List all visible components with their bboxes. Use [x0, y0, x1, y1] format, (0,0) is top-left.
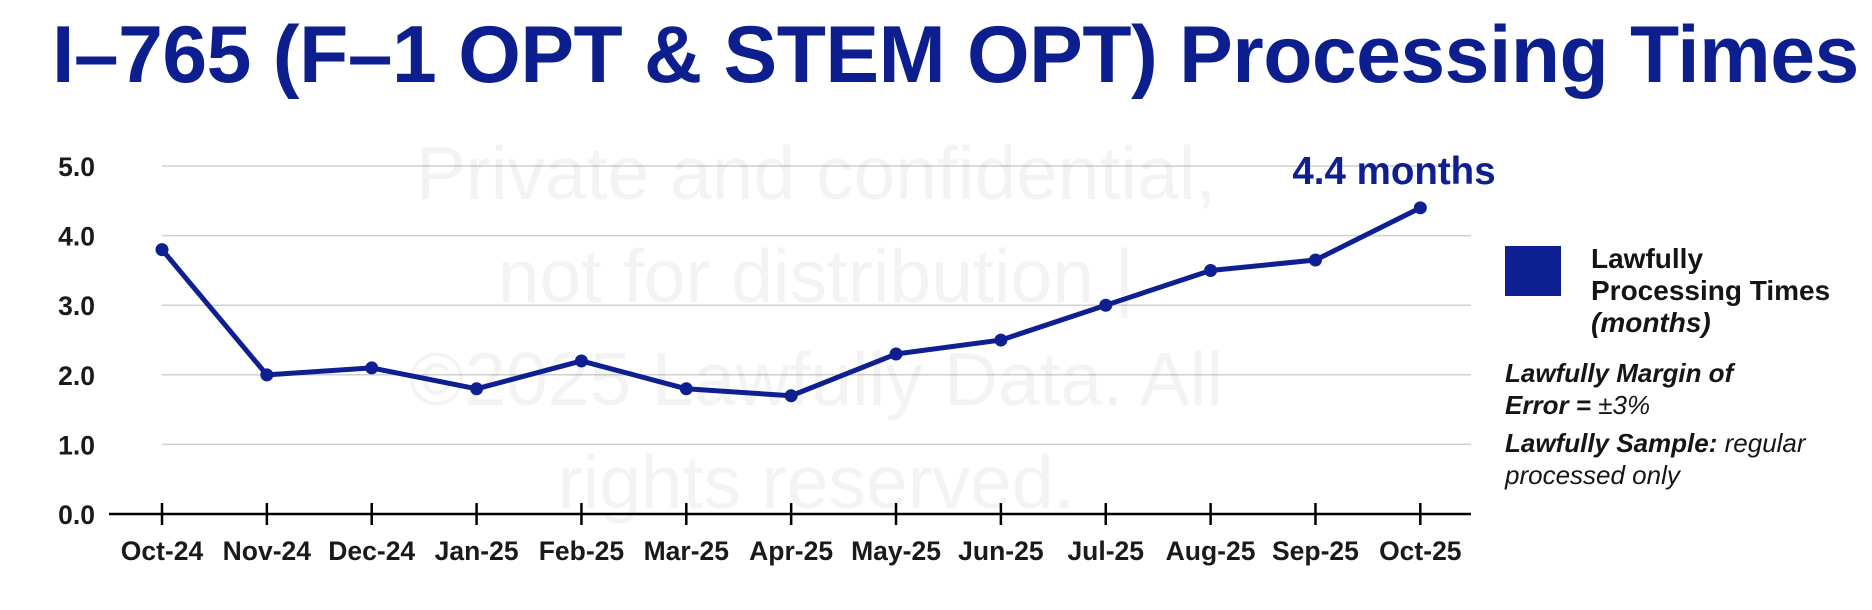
svg-text:Aug-25: Aug-25: [1166, 536, 1256, 566]
svg-text:5.0: 5.0: [58, 152, 95, 182]
svg-text:©2025 Lawfully Data. All: ©2025 Lawfully Data. All: [409, 337, 1223, 421]
svg-text:Oct-24: Oct-24: [121, 536, 204, 566]
svg-text:Processing Times: Processing Times: [1591, 275, 1830, 306]
svg-text:May-25: May-25: [851, 536, 941, 566]
svg-text:Dec-24: Dec-24: [328, 536, 415, 566]
svg-text:Oct-25: Oct-25: [1379, 536, 1461, 566]
svg-text:4.0: 4.0: [58, 222, 95, 252]
svg-text:0.0: 0.0: [58, 500, 95, 530]
svg-text:Sep-25: Sep-25: [1272, 536, 1359, 566]
svg-text:Lawfully Sample: regular: Lawfully Sample: regular: [1505, 428, 1807, 458]
svg-text:rights reserved.: rights reserved.: [558, 440, 1075, 524]
svg-text:Error = ±3%: Error = ±3%: [1505, 390, 1650, 420]
svg-text:2.0: 2.0: [58, 361, 95, 391]
svg-text:processed only: processed only: [1504, 460, 1682, 490]
svg-text:Private and confidential,: Private and confidential,: [416, 131, 1217, 215]
svg-text:Lawfully Margin of: Lawfully Margin of: [1505, 358, 1736, 388]
svg-text:Jun-25: Jun-25: [958, 536, 1043, 566]
svg-text:1.0: 1.0: [58, 430, 95, 460]
svg-text:Jul-25: Jul-25: [1067, 536, 1144, 566]
svg-text:Feb-25: Feb-25: [539, 536, 624, 566]
svg-text:Nov-24: Nov-24: [223, 536, 312, 566]
svg-text:(months): (months): [1591, 307, 1711, 338]
svg-text:4.4 months: 4.4 months: [1292, 150, 1495, 193]
svg-text:Jan-25: Jan-25: [435, 536, 519, 566]
svg-text:Lawfully: Lawfully: [1591, 243, 1703, 274]
svg-text:not for distribution |: not for distribution |: [498, 234, 1134, 318]
svg-text:Mar-25: Mar-25: [644, 536, 729, 566]
svg-text:3.0: 3.0: [58, 291, 95, 321]
svg-text:Apr-25: Apr-25: [749, 536, 833, 566]
